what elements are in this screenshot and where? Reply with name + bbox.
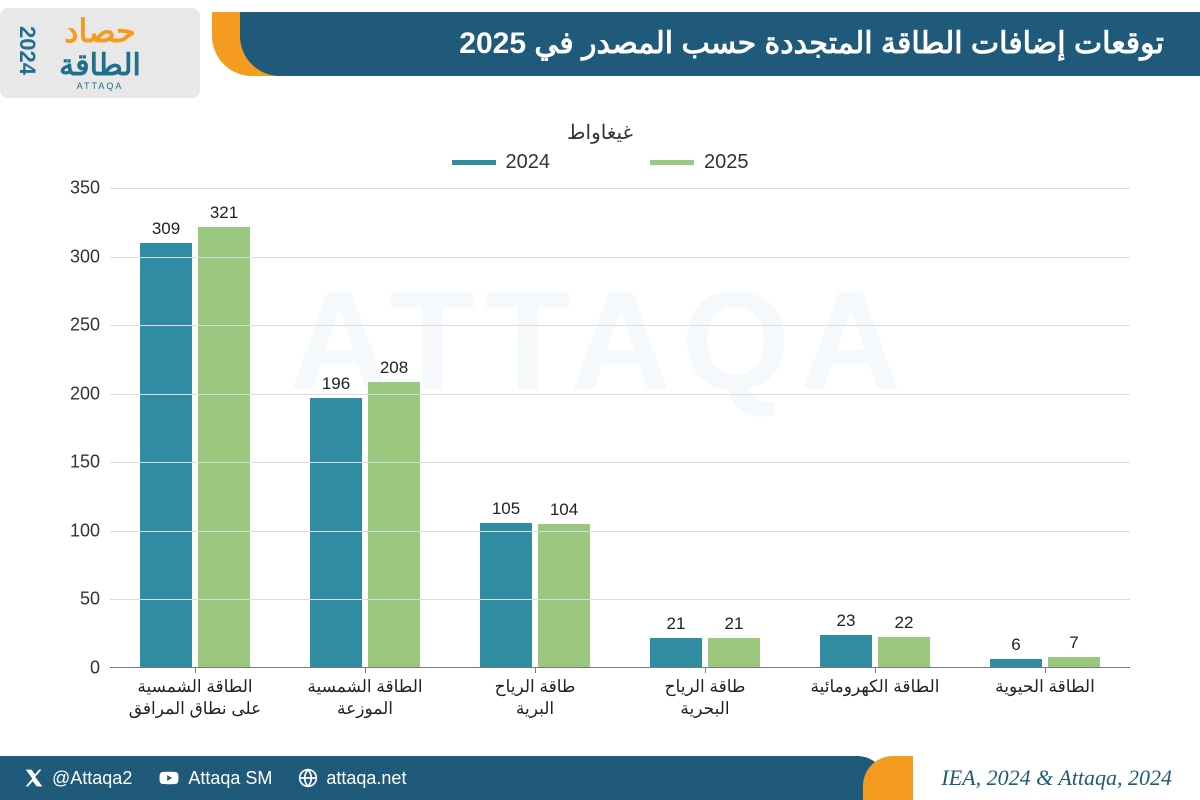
x-axis-label: الطاقة الشمسيةالموزعة [280,668,450,720]
gridline [110,325,1130,326]
x-axis-label: طاقة الرياحالبرية [450,668,620,720]
x-axis-labels: الطاقة الشمسيةعلى نطاق المرافقالطاقة الش… [110,668,1130,720]
bar-value-label: 6 [990,635,1042,655]
chart: غيغاواط 20242025 30932119620810510421212… [60,120,1140,720]
social-handle: @Attaqa2 [52,768,132,789]
bar-value-label: 105 [480,499,532,519]
x-tick [535,667,536,673]
x-tick [1045,667,1046,673]
footer-social: @Attaqa2 Attaqa SM attaqa.net [0,756,887,800]
y-tick-label: 0 [60,658,100,679]
category-group: 309321 [110,188,280,667]
x-axis-label: الطاقة الحيوية [960,668,1130,720]
bar: 21 [708,638,760,667]
bar: 321 [198,227,250,667]
bar-value-label: 104 [538,500,590,520]
bar: 7 [1048,657,1100,667]
category-group: 2322 [790,188,960,667]
legend-item: 2024 [452,151,551,174]
x-axis-label: الطاقة الشمسيةعلى نطاق المرافق [110,668,280,720]
gridline [110,394,1130,395]
y-tick-label: 250 [60,315,100,336]
x-tick [195,667,196,673]
bar-value-label: 7 [1048,633,1100,653]
legend-label: 2025 [704,151,749,174]
bar: 309 [140,243,192,667]
bar-value-label: 196 [310,374,362,394]
gridline [110,462,1130,463]
logo-sub: ATTAQA [59,82,141,92]
bar: 105 [480,523,532,667]
bar-value-label: 208 [368,358,420,378]
social-item[interactable]: @Attaqa2 [24,768,132,789]
y-tick-label: 200 [60,383,100,404]
y-tick-label: 150 [60,452,100,473]
category-group: 196208 [280,188,450,667]
y-tick-label: 300 [60,246,100,267]
x-axis-label: طاقة الرياحالبحرية [620,668,790,720]
bar: 196 [310,398,362,667]
chart-unit-label: غيغاواط [60,120,1140,145]
bar: 23 [820,635,872,667]
x-tick [875,667,876,673]
legend-label: 2024 [506,151,551,174]
bar: 22 [878,637,930,667]
youtube-icon [158,768,180,788]
social-item[interactable]: attaqa.net [298,768,406,789]
social-handle: attaqa.net [326,768,406,789]
plot-area: 3093211962081051042121232267 05010015020… [110,188,1130,668]
gridline [110,599,1130,600]
logo-year: 2024 [14,26,40,75]
gridline [110,188,1130,189]
bar-value-label: 23 [820,611,872,631]
bar: 6 [990,659,1042,667]
logo-line1: حصاد [59,14,141,49]
footer: @Attaqa2 Attaqa SM attaqa.net IEA, 2024 & … [0,756,1200,800]
page-title: توقعات إضافات الطاقة المتجددة حسب المصدر… [212,12,1200,76]
x-icon [24,768,44,788]
bars-container: 3093211962081051042121232267 [110,188,1130,667]
legend-item: 2025 [650,151,749,174]
gridline [110,257,1130,258]
y-tick-label: 100 [60,520,100,541]
title-bar: توقعات إضافات الطاقة المتجددة حسب المصدر… [212,12,1200,76]
social-item[interactable]: Attaqa SM [158,768,272,789]
category-group: 67 [960,188,1130,667]
category-group: 2121 [620,188,790,667]
x-axis-label: الطاقة الكهرومائية [790,668,960,720]
bar-value-label: 309 [140,219,192,239]
header: 2024 حصاد الطاقة ATTAQA توقعات إضافات ال… [0,0,1200,90]
legend: 2024 2025 [60,151,1140,174]
logo: 2024 حصاد الطاقة ATTAQA [0,8,200,98]
bar-value-label: 22 [878,613,930,633]
bar: 208 [368,382,420,667]
category-group: 105104 [450,188,620,667]
legend-swatch [650,160,694,165]
x-tick [705,667,706,673]
bar-value-label: 321 [198,203,250,223]
social-handle: Attaqa SM [188,768,272,789]
y-tick-label: 350 [60,178,100,199]
bar: 21 [650,638,702,667]
x-tick [365,667,366,673]
footer-source: IEA, 2024 & Attaqa, 2024 [913,765,1200,791]
logo-line2: الطاقة [59,49,141,82]
bar-value-label: 21 [650,614,702,634]
legend-swatch [452,160,496,165]
web-icon [298,768,318,788]
bar-value-label: 21 [708,614,760,634]
bar: 104 [538,524,590,667]
gridline [110,531,1130,532]
y-tick-label: 50 [60,589,100,610]
